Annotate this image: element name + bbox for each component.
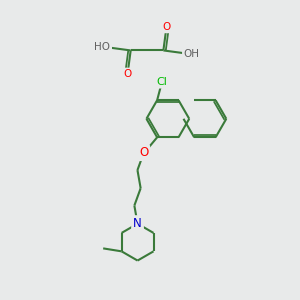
Text: O: O — [124, 69, 132, 79]
Text: N: N — [133, 217, 142, 230]
Text: O: O — [162, 22, 170, 32]
Text: N: N — [133, 217, 142, 230]
Text: O: O — [139, 146, 148, 159]
Text: HO: HO — [94, 42, 110, 52]
Text: OH: OH — [184, 49, 200, 59]
Text: Cl: Cl — [156, 77, 167, 87]
